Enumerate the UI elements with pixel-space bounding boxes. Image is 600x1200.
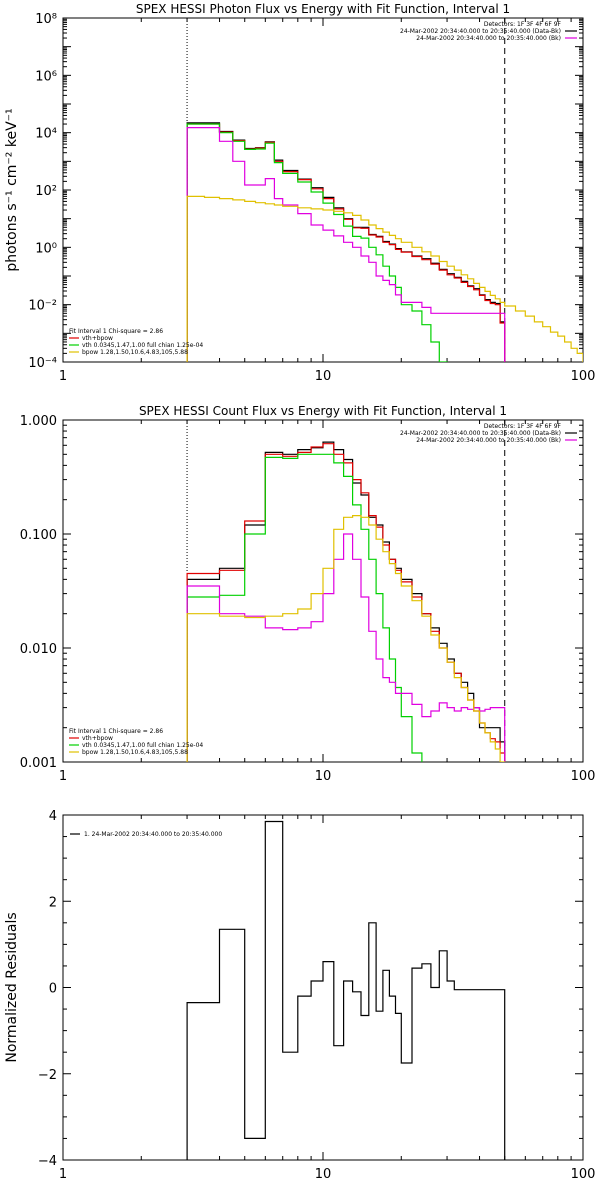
photon-legend-label: Fit Interval 1 Chi-square = 2.86 — [69, 328, 163, 335]
photon-x-tick-label: 10 — [315, 369, 332, 384]
count-y-tick-label: 0.100 — [20, 528, 57, 543]
photon-y-axis-label: photons s⁻¹ cm⁻² keV⁻¹ — [4, 108, 20, 271]
count-series-data — [186, 441, 506, 762]
count-legend-label: bpow 1.28,1.50,10.6,4.83,105,5.88 — [82, 749, 188, 756]
photon-series-background — [186, 127, 506, 362]
count-y-tick-label: 1.000 — [20, 414, 57, 429]
count-y-tick-label: 0.001 — [20, 756, 57, 771]
residuals-y-tick-label: 2 — [49, 895, 57, 910]
count-series-background — [186, 533, 506, 762]
residuals-y-tick-label: 0 — [49, 982, 57, 997]
residuals-x-tick-label: 1 — [59, 1167, 67, 1182]
residuals-y-tick-label: −4 — [38, 1154, 57, 1169]
residuals-chart: 1 10 100 −4 −2 0 2 4 Normalized Residuals 1. 24-M… — [4, 809, 595, 1182]
count-series-vth_component — [186, 453, 423, 762]
residuals-series-residuals — [186, 820, 506, 1160]
photon-legend-label: 24-Mar-2002 20:34:40.000 to 20:35:40.000… — [416, 35, 561, 42]
photon-series-group — [186, 122, 583, 362]
photon-y-tick-label: 10⁴ — [35, 127, 57, 142]
photon-x-tick-label: 100 — [571, 369, 596, 384]
residuals-y-axis-label: Normalized Residuals — [4, 912, 20, 1062]
photon-series-vth_component — [186, 123, 448, 362]
count-series-total_fit — [186, 443, 506, 762]
count-x-tick-label: 1 — [59, 769, 67, 784]
count-legend-label: Detectors: 1F 3F 4F 6F 9F — [484, 423, 562, 430]
count-chart: SPEX HESSI Count Flux vs Energy with Fit… — [20, 404, 596, 784]
count-legend-label: Fit Interval 1 Chi-square = 2.86 — [69, 728, 163, 735]
photon-y-tick-label: 10⁶ — [35, 69, 57, 84]
count-x-tick-label: 10 — [315, 769, 332, 784]
count-title: SPEX HESSI Count Flux vs Energy with Fit… — [139, 404, 507, 418]
photon-y-tick-label: 10² — [35, 184, 57, 199]
photon-legend-label: vth+bpow — [82, 335, 113, 342]
photon-series-total_fit — [186, 123, 506, 362]
photon-y-tick-label: 10⁸ — [35, 12, 57, 27]
residuals-legend-label: 1. 24-Mar-2002 20:34:40.000 to 20:35:40.… — [84, 831, 222, 838]
count-legend-label: 24-Mar-2002 20:34:40.000 to 20:35:40.000… — [416, 437, 561, 444]
count-y-tick-label: 0.010 — [20, 642, 57, 657]
residuals-series-group — [186, 820, 506, 1160]
photon-y-tick-label: 10⁰ — [35, 241, 57, 256]
photon-chart: SPEX HESSI Photon Flux vs Energy with Fi… — [4, 2, 595, 384]
photon-legend-label: Detectors: 1F 3F 4F 6F 9F — [484, 21, 562, 28]
photon-legend-label: bpow 1.28,1.50,10.6,4.83,105,5.88 — [82, 349, 188, 356]
count-legend-label: vth+bpow — [82, 735, 113, 742]
residuals-x-tick-label: 100 — [571, 1167, 596, 1182]
photon-legend-label: 24-Mar-2002 20:34:40.000 to 20:35:40.000… — [400, 28, 561, 35]
residuals-x-tick-label: 10 — [315, 1167, 332, 1182]
residuals-y-tick-label: 4 — [49, 809, 57, 824]
count-series-bpow_component — [186, 515, 506, 762]
residuals-y-tick-label: −2 — [38, 1068, 57, 1083]
photon-legend-label: vth 0.0345,1.47,1.00 full chian 1.25e-04 — [82, 342, 203, 349]
count-series-group — [186, 441, 506, 762]
photon-title: SPEX HESSI Photon Flux vs Energy with Fi… — [136, 2, 510, 16]
photon-series-bpow_component — [186, 195, 583, 362]
photon-y-tick-label: 10⁻² — [28, 299, 57, 314]
photon-y-tick-label: 10⁻⁴ — [28, 356, 57, 371]
count-legend-label: vth 0.0345,1.47,1.00 full chian 1.25e-04 — [82, 742, 203, 749]
count-x-tick-label: 100 — [571, 769, 596, 784]
photon-x-tick-label: 1 — [59, 369, 67, 384]
count-legend-label: 24-Mar-2002 20:34:40.000 to 20:35:40.000… — [400, 430, 561, 437]
